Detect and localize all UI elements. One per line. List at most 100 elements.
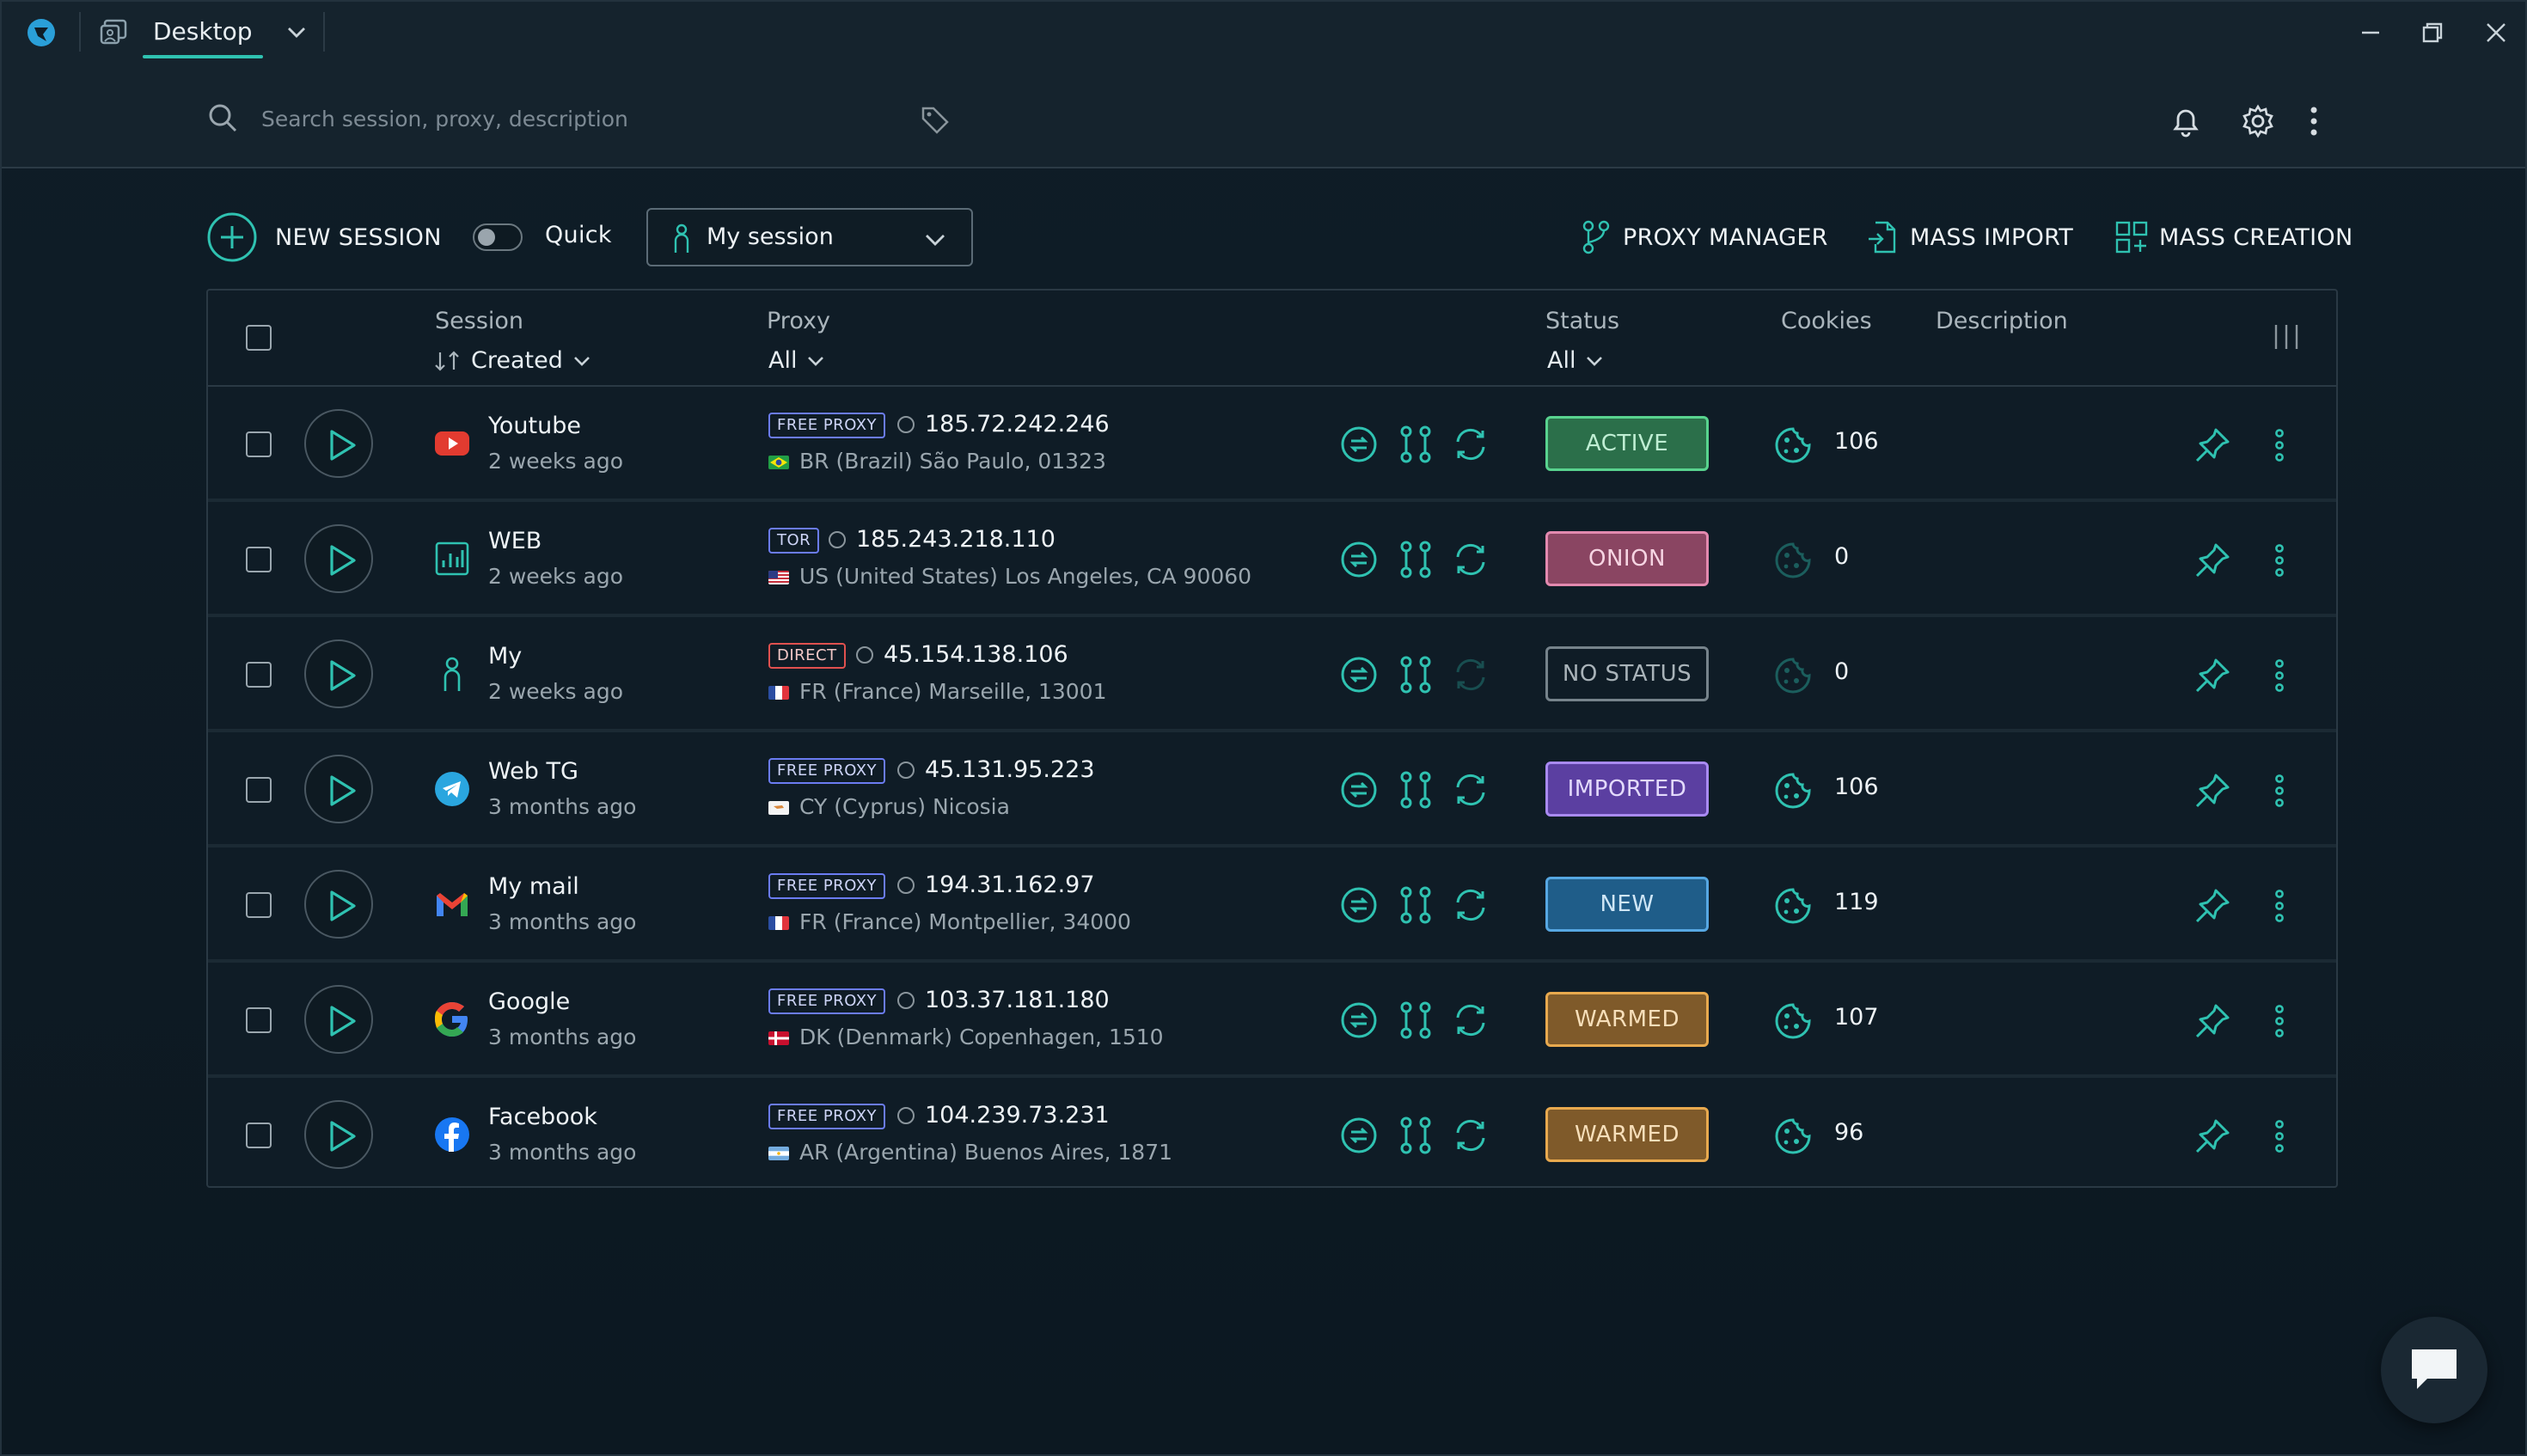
status-filter-dropdown[interactable]: All <box>1547 347 1605 374</box>
play-button[interactable] <box>304 409 373 478</box>
session-sort-dropdown[interactable]: Created <box>433 347 592 374</box>
chat-button[interactable] <box>2381 1317 2487 1423</box>
cookie-icon[interactable] <box>1774 426 1812 464</box>
session-name[interactable]: My mail <box>488 873 579 900</box>
minimize-icon[interactable] <box>2355 17 2386 48</box>
select-all-checkbox[interactable] <box>246 325 272 351</box>
rotate-ip-icon[interactable] <box>1339 425 1379 464</box>
proxy-switch-icon[interactable] <box>1396 425 1435 464</box>
refresh-icon[interactable] <box>1451 655 1490 694</box>
more-vertical-icon[interactable] <box>2304 103 2324 139</box>
proxy-ip[interactable]: 104.239.73.231 <box>925 1102 1110 1129</box>
table-row[interactable]: My mail 3 months ago FREE PROXY 194.31.1… <box>208 847 2336 963</box>
proxy-switch-icon[interactable] <box>1396 885 1435 925</box>
row-checkbox[interactable] <box>246 892 272 918</box>
more-vertical-icon[interactable] <box>2271 541 2288 579</box>
cookie-icon[interactable] <box>1774 772 1812 810</box>
pin-icon[interactable] <box>2194 887 2231 925</box>
refresh-icon[interactable] <box>1451 1000 1490 1040</box>
cookie-icon[interactable] <box>1774 1117 1812 1155</box>
row-checkbox[interactable] <box>246 547 272 572</box>
session-name[interactable]: Google <box>488 988 571 1015</box>
rotate-ip-icon[interactable] <box>1339 1000 1379 1040</box>
more-vertical-icon[interactable] <box>2271 1117 2288 1155</box>
refresh-icon[interactable] <box>1451 425 1490 464</box>
cookie-icon[interactable] <box>1774 657 1812 694</box>
play-button[interactable] <box>304 985 373 1054</box>
status-badge[interactable]: WARMED <box>1545 992 1709 1047</box>
play-button[interactable] <box>304 870 373 939</box>
pin-icon[interactable] <box>2194 657 2231 694</box>
refresh-icon[interactable] <box>1451 885 1490 925</box>
gear-icon[interactable] <box>2240 103 2276 139</box>
more-vertical-icon[interactable] <box>2271 772 2288 810</box>
tag-icon[interactable] <box>920 105 951 136</box>
session-name[interactable]: Facebook <box>488 1104 597 1130</box>
app-logo-icon[interactable] <box>26 17 57 48</box>
chevron-down-icon[interactable] <box>285 22 308 41</box>
play-button[interactable] <box>304 639 373 708</box>
pin-icon[interactable] <box>2194 426 2231 464</box>
session-name[interactable]: Web TG <box>488 758 578 785</box>
table-row[interactable]: Youtube 2 weeks ago FREE PROXY 185.72.24… <box>208 387 2336 502</box>
refresh-icon[interactable] <box>1451 540 1490 579</box>
mass-import-button[interactable]: MASS IMPORT <box>1867 220 2073 254</box>
proxy-ip[interactable]: 185.72.242.246 <box>925 411 1110 437</box>
session-select[interactable]: My session <box>646 208 973 266</box>
rotate-ip-icon[interactable] <box>1339 885 1379 925</box>
pin-icon[interactable] <box>2194 1002 2231 1040</box>
session-name[interactable]: WEB <box>488 528 542 554</box>
mass-creation-button[interactable]: MASS CREATION <box>2114 220 2353 254</box>
more-vertical-icon[interactable] <box>2271 657 2288 694</box>
proxy-switch-icon[interactable] <box>1396 1116 1435 1155</box>
rotate-ip-icon[interactable] <box>1339 540 1379 579</box>
cookie-icon[interactable] <box>1774 887 1812 925</box>
status-badge[interactable]: ACTIVE <box>1545 416 1709 471</box>
pin-icon[interactable] <box>2194 541 2231 579</box>
table-row[interactable]: Facebook 3 months ago FREE PROXY 104.239… <box>208 1078 2336 1193</box>
table-row[interactable]: My 2 weeks ago DIRECT 45.154.138.106 FR … <box>208 617 2336 732</box>
row-checkbox[interactable] <box>246 1123 272 1148</box>
session-name[interactable]: My <box>488 643 523 670</box>
cookie-icon[interactable] <box>1774 541 1812 579</box>
proxy-filter-dropdown[interactable]: All <box>768 347 826 374</box>
proxy-ip[interactable]: 185.243.218.110 <box>856 526 1055 553</box>
more-vertical-icon[interactable] <box>2271 426 2288 464</box>
rotate-ip-icon[interactable] <box>1339 1116 1379 1155</box>
proxy-ip[interactable]: 45.154.138.106 <box>884 641 1068 668</box>
status-badge[interactable]: NEW <box>1545 877 1709 932</box>
row-checkbox[interactable] <box>246 1007 272 1033</box>
proxy-ip[interactable]: 103.37.181.180 <box>925 987 1110 1013</box>
proxy-switch-icon[interactable] <box>1396 770 1435 810</box>
cookie-icon[interactable] <box>1774 1002 1812 1040</box>
status-badge[interactable]: IMPORTED <box>1545 762 1709 817</box>
refresh-icon[interactable] <box>1451 770 1490 810</box>
table-row[interactable]: Google 3 months ago FREE PROXY 103.37.18… <box>208 963 2336 1078</box>
proxy-ip[interactable]: 194.31.162.97 <box>925 872 1095 898</box>
play-button[interactable] <box>304 1100 373 1169</box>
status-badge[interactable]: NO STATUS <box>1545 646 1709 701</box>
row-checkbox[interactable] <box>246 431 272 457</box>
bell-icon[interactable] <box>2168 103 2204 139</box>
play-button[interactable] <box>304 755 373 823</box>
columns-icon[interactable] <box>2271 321 2302 352</box>
rotate-ip-icon[interactable] <box>1339 770 1379 810</box>
row-checkbox[interactable] <box>246 662 272 688</box>
pin-icon[interactable] <box>2194 772 2231 810</box>
rotate-ip-icon[interactable] <box>1339 655 1379 694</box>
refresh-icon[interactable] <box>1451 1116 1490 1155</box>
more-vertical-icon[interactable] <box>2271 887 2288 925</box>
restore-icon[interactable] <box>2417 17 2448 48</box>
status-badge[interactable]: WARMED <box>1545 1107 1709 1162</box>
more-vertical-icon[interactable] <box>2271 1002 2288 1040</box>
status-badge[interactable]: ONION <box>1545 531 1709 586</box>
session-name[interactable]: Youtube <box>488 413 581 439</box>
close-icon[interactable] <box>2481 17 2512 48</box>
quick-toggle[interactable] <box>473 223 523 251</box>
new-session-button[interactable]: NEW SESSION <box>206 211 442 263</box>
proxy-manager-button[interactable]: PROXY MANAGER <box>1582 220 1828 254</box>
pin-icon[interactable] <box>2194 1117 2231 1155</box>
row-checkbox[interactable] <box>246 777 272 803</box>
proxy-switch-icon[interactable] <box>1396 540 1435 579</box>
table-row[interactable]: Web TG 3 months ago FREE PROXY 45.131.95… <box>208 732 2336 847</box>
